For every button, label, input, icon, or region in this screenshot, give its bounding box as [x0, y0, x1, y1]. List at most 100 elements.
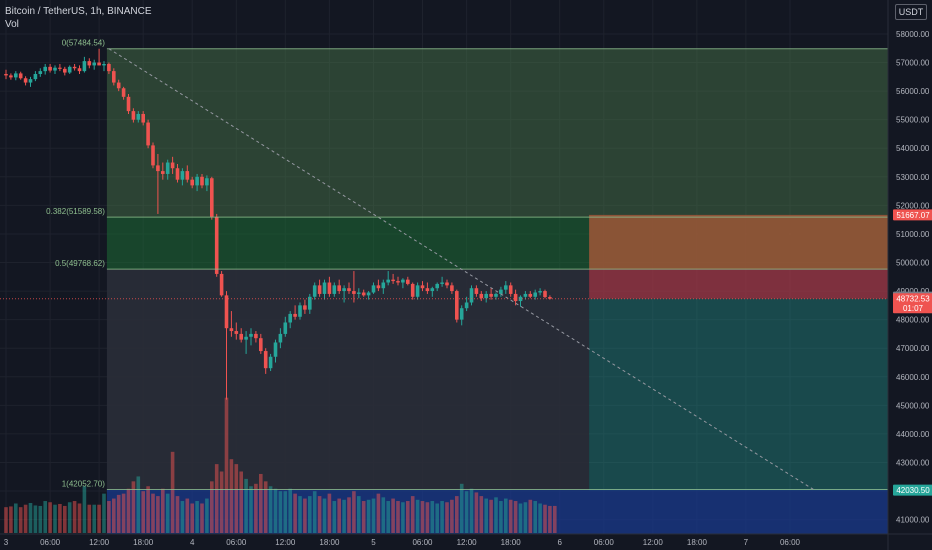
volume-bar — [33, 505, 38, 533]
volume-bar — [254, 483, 258, 533]
candle-body — [97, 62, 101, 66]
candle-body — [293, 313, 297, 317]
candle — [77, 65, 82, 74]
candle — [67, 65, 72, 74]
candle-body — [229, 328, 234, 332]
fib-zone-0-0382 — [106, 48, 888, 218]
candle — [254, 331, 258, 343]
volume-label[interactable]: Vol — [5, 19, 19, 30]
candle-body — [523, 293, 528, 297]
y-tick-label: 47000.00 — [896, 344, 930, 353]
y-tick-label: 50000.00 — [896, 259, 930, 268]
candle — [63, 66, 67, 76]
candle-body — [391, 279, 395, 282]
candle — [53, 65, 57, 74]
volume-bar — [455, 496, 459, 533]
candle-body — [249, 333, 253, 337]
candle-body — [151, 145, 155, 166]
fib-zone-05-1 — [106, 269, 590, 490]
candle-body — [538, 291, 542, 293]
candle — [401, 278, 405, 289]
candle-body — [43, 66, 47, 72]
volume-bar — [126, 488, 131, 533]
candle — [239, 328, 243, 343]
candle-body — [371, 285, 376, 293]
candle-body — [445, 282, 449, 286]
candle-body — [455, 291, 459, 320]
volume-bar — [371, 498, 376, 533]
candle-body — [175, 168, 180, 180]
candle — [371, 282, 376, 294]
drawing-lines: 0(57484.54) 0.382(51589.58) 0.5(49768.62) 1… — [0, 39, 888, 491]
symbol-title[interactable]: Bitcoin / TetherUS, 1h, BINANCE — [5, 6, 152, 17]
volume-bar — [391, 498, 395, 533]
candle-body — [67, 66, 72, 73]
candle — [489, 288, 493, 300]
candle — [244, 331, 248, 354]
candle — [4, 69, 8, 80]
volume-bar — [533, 501, 537, 533]
candle — [14, 71, 18, 81]
volume-bar — [327, 493, 332, 533]
candle — [48, 63, 52, 73]
candle-body — [425, 288, 430, 292]
volume-bar — [469, 488, 474, 533]
volume-bar — [366, 499, 371, 533]
candles — [4, 48, 552, 400]
volume-bar — [107, 501, 111, 533]
y-tick-label: 51000.00 — [896, 230, 930, 239]
candle-body — [430, 288, 435, 292]
candle-body — [180, 171, 185, 180]
price-label-bg — [893, 209, 932, 221]
currency-badge[interactable]: USDT — [895, 4, 927, 20]
volume-bar — [347, 497, 351, 533]
candle — [508, 282, 513, 297]
candle-body — [195, 176, 199, 186]
volume-bar — [513, 501, 518, 533]
candle — [141, 111, 145, 126]
volume-bar — [151, 493, 155, 533]
candle — [381, 279, 386, 294]
candle-body — [102, 63, 106, 66]
candle — [440, 276, 444, 287]
candle — [249, 328, 253, 346]
candle-body — [156, 165, 160, 172]
candle-body — [116, 82, 121, 89]
x-tick-label: 18:00 — [319, 538, 340, 547]
volume-bar — [175, 496, 180, 533]
x-tick-label: 18:00 — [501, 538, 522, 547]
candle-body — [239, 333, 243, 340]
candle — [513, 289, 518, 306]
candle-body — [376, 285, 381, 289]
candle — [474, 285, 479, 297]
candle-body — [131, 111, 136, 120]
candle-body — [332, 285, 337, 294]
candle-body — [504, 285, 508, 290]
volume-bar — [67, 502, 72, 533]
candle-body — [190, 179, 194, 186]
candle — [396, 276, 400, 286]
candle — [190, 176, 194, 189]
volume-bar — [214, 464, 219, 533]
volume-bar — [381, 497, 386, 533]
volume-bar — [401, 502, 405, 533]
x-tick-label: 12:00 — [643, 538, 664, 547]
candle — [9, 73, 13, 80]
candle — [33, 71, 38, 82]
volume-bar — [459, 483, 464, 533]
candle-body — [347, 288, 351, 292]
y-tick-label: 48000.00 — [896, 316, 930, 325]
fib-level-label: 0.5(49768.62) — [55, 259, 105, 268]
candle — [445, 279, 449, 289]
volume-bar — [190, 503, 194, 533]
candle-body — [268, 356, 273, 369]
volume-bar — [4, 507, 8, 533]
candle-body — [381, 282, 386, 289]
candle — [518, 295, 523, 307]
y-tick-label: 53000.00 — [896, 173, 930, 182]
candle — [38, 68, 43, 77]
candle — [430, 286, 435, 297]
price-label-bg — [893, 293, 932, 314]
